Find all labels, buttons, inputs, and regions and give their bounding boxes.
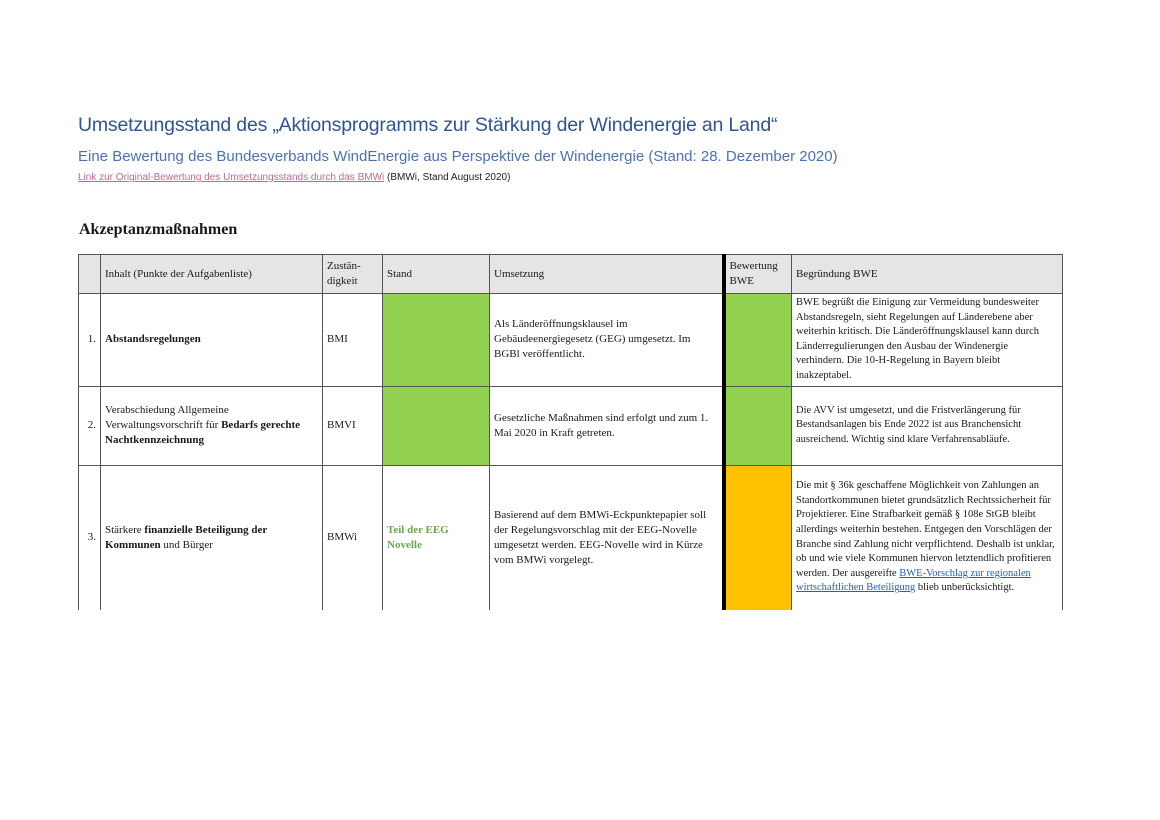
status-table: Inhalt (Punkte der Aufgabenliste) Zustän… bbox=[78, 254, 1063, 610]
header-status: Stand bbox=[382, 254, 490, 294]
header-rating: Bewertung BWE bbox=[721, 254, 792, 294]
table-row: 1. Abstandsregelungen BMI Als Länderöffn… bbox=[78, 293, 1063, 387]
row-number: 2. bbox=[78, 385, 101, 466]
row-content-bold: Bedarfs gerechte Nachtkennzeichnung bbox=[105, 419, 301, 447]
row-content-bold: finanzielle Beteiligung der Kommunen bbox=[105, 523, 268, 551]
row-content: Abstandsregelungen bbox=[100, 293, 323, 387]
row-content-text: Stärkere bbox=[105, 523, 145, 536]
row-status-text: Teil der EEG Novelle bbox=[382, 464, 490, 610]
row-implementation: Basierend auf dem BMWi-Eckpunktepapier s… bbox=[489, 464, 724, 610]
page-subtitle: Eine Bewertung des Bundesverbands WindEn… bbox=[78, 148, 838, 165]
row-implementation: Als Länderöffnungsklausel im Gebäudeener… bbox=[489, 293, 724, 387]
table-header-row: Inhalt (Punkte der Aufgabenliste) Zustän… bbox=[78, 254, 1063, 294]
row-status-cell bbox=[382, 293, 490, 387]
header-implementation: Umsetzung bbox=[489, 254, 724, 294]
row-rating-cell bbox=[721, 293, 792, 387]
row-rating-cell bbox=[721, 385, 792, 466]
row-content-bold: Abstandsregelungen bbox=[105, 333, 201, 346]
row-reasoning: BWE begrüßt die Einigung zur Vermeidung … bbox=[791, 293, 1063, 387]
row-number: 3. bbox=[78, 464, 101, 610]
row-number: 1. bbox=[78, 293, 101, 387]
bwe-proposal-link[interactable]: BWE-Vorschlag zur regionalen wirtschaftl… bbox=[796, 567, 1031, 594]
row-content: Stärkere finanzielle Beteiligung der Kom… bbox=[100, 464, 323, 610]
table-row: 3. Stärkere finanzielle Beteiligung der … bbox=[78, 464, 1063, 610]
row-reasoning: Die mit § 36k geschaffene Möglichkeit vo… bbox=[791, 464, 1063, 610]
row-responsibility: BMWi bbox=[322, 464, 383, 610]
row-reasoning-text: Die mit § 36k geschaffene Möglichkeit vo… bbox=[796, 480, 1055, 579]
row-content: Verabschiedung Allgemeine Verwaltungsvor… bbox=[100, 385, 323, 466]
row-reasoning-text-end: blieb unberücksichtigt. bbox=[915, 582, 1015, 594]
row-responsibility: BMVI bbox=[322, 385, 383, 466]
header-content: Inhalt (Punkte der Aufgabenliste) bbox=[100, 254, 323, 294]
row-rating-cell bbox=[721, 464, 792, 610]
table-row: 2. Verabschiedung Allgemeine Verwaltungs… bbox=[78, 385, 1063, 466]
header-reasoning: Begründung BWE bbox=[791, 254, 1063, 294]
row-implementation: Gesetzliche Maßnahmen sind erfolgt und z… bbox=[489, 385, 724, 466]
header-num bbox=[78, 254, 101, 294]
row-reasoning: Die AVV ist umgesetzt, und die Fristverl… bbox=[791, 385, 1063, 466]
section-title: Akzeptanzmaßnahmen bbox=[79, 221, 238, 238]
header-responsibility: Zustän-digkeit bbox=[322, 254, 383, 294]
source-line: Link zur Original-Bewertung des Umsetzun… bbox=[78, 172, 510, 183]
source-note: (BMWi, Stand August 2020) bbox=[384, 172, 511, 183]
page-title: Umsetzungsstand des „Aktionsprogramms zu… bbox=[78, 114, 778, 136]
original-assessment-link[interactable]: Link zur Original-Bewertung des Umsetzun… bbox=[78, 172, 385, 183]
row-responsibility: BMI bbox=[322, 293, 383, 387]
row-status-cell bbox=[382, 385, 490, 466]
row-content-text-end: und Bürger bbox=[160, 538, 213, 551]
row-content-text: Verabschiedung Allgemeine Verwaltungsvor… bbox=[105, 404, 229, 432]
